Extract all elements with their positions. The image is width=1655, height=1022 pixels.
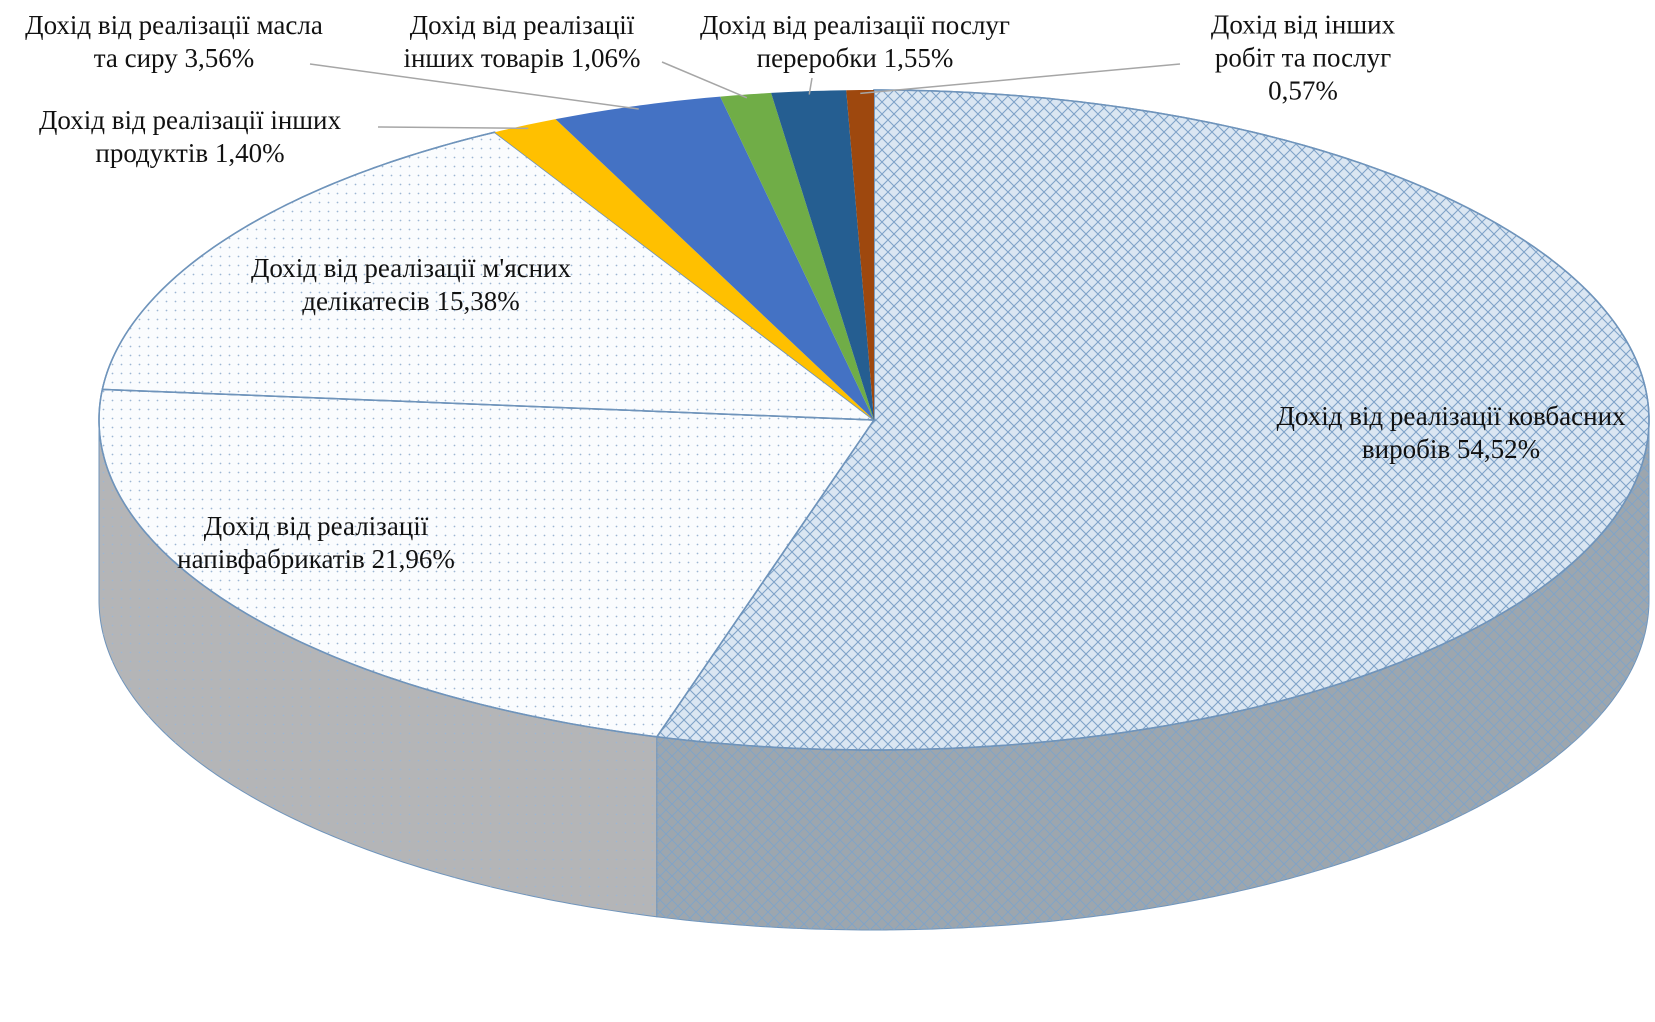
slice-side-pattern bbox=[656, 420, 1649, 930]
data-label: Дохід від реалізації інших товарів 1,06% bbox=[372, 9, 672, 75]
label-category: Дохід від інших робіт та послуг bbox=[1210, 9, 1396, 73]
label-value: 54,52% bbox=[1456, 434, 1541, 464]
label-category: Дохід від реалізації послуг переробки bbox=[700, 10, 1010, 73]
slice-pattern bbox=[98, 388, 876, 738]
label-value: 1,40% bbox=[214, 138, 285, 168]
slice bbox=[720, 92, 874, 420]
label-value: 21,96% bbox=[371, 544, 455, 574]
slice-pattern bbox=[655, 89, 1650, 751]
data-label: Дохід від інших робіт та послуг 0,57% bbox=[1188, 9, 1418, 108]
slice bbox=[494, 119, 874, 421]
data-label: Дохід від реалізації інших продуктів 1,4… bbox=[0, 104, 380, 170]
slice-side-pattern bbox=[99, 420, 657, 917]
label-category: Дохід від реалізації масла та сиру bbox=[25, 10, 323, 73]
data-label: Дохід від реалізації м'ясних делікатесів… bbox=[231, 252, 591, 318]
label-category: Дохід від реалізації м'ясних делікатесів bbox=[250, 253, 572, 316]
leader-line bbox=[661, 61, 748, 99]
label-value: 1,55% bbox=[883, 43, 954, 73]
leader-line bbox=[808, 77, 813, 95]
leader-line bbox=[860, 63, 1181, 95]
slice bbox=[555, 96, 874, 420]
data-label: Дохід від реалізації напівфабрикатів 21,… bbox=[151, 510, 481, 576]
leader-line bbox=[309, 63, 639, 110]
data-label: Дохід від реалізації ковбасних виробів 5… bbox=[1251, 400, 1651, 466]
label-value: 15,38% bbox=[436, 286, 520, 316]
label-value: 3,56% bbox=[184, 43, 255, 73]
leader-line bbox=[377, 126, 529, 130]
data-label: Дохід від реалізації послуг переробки 1,… bbox=[665, 9, 1045, 75]
slice bbox=[771, 90, 874, 421]
slice-pattern bbox=[101, 131, 877, 421]
label-category: Дохід від реалізації напівфабрикатів bbox=[177, 511, 429, 574]
label-value: 1,06% bbox=[570, 43, 641, 73]
data-label: Дохід від реалізації масла та сиру 3,56% bbox=[24, 9, 324, 75]
label-category: Дохід від реалізації інших товарів bbox=[403, 10, 635, 73]
label-category: Дохід від реалізації ковбасних виробів bbox=[1276, 401, 1626, 464]
label-category: Дохід від реалізації інших продуктів bbox=[38, 105, 342, 168]
slice bbox=[846, 90, 874, 420]
tops bbox=[98, 89, 1650, 751]
label-value: 0,57% bbox=[1268, 75, 1338, 106]
